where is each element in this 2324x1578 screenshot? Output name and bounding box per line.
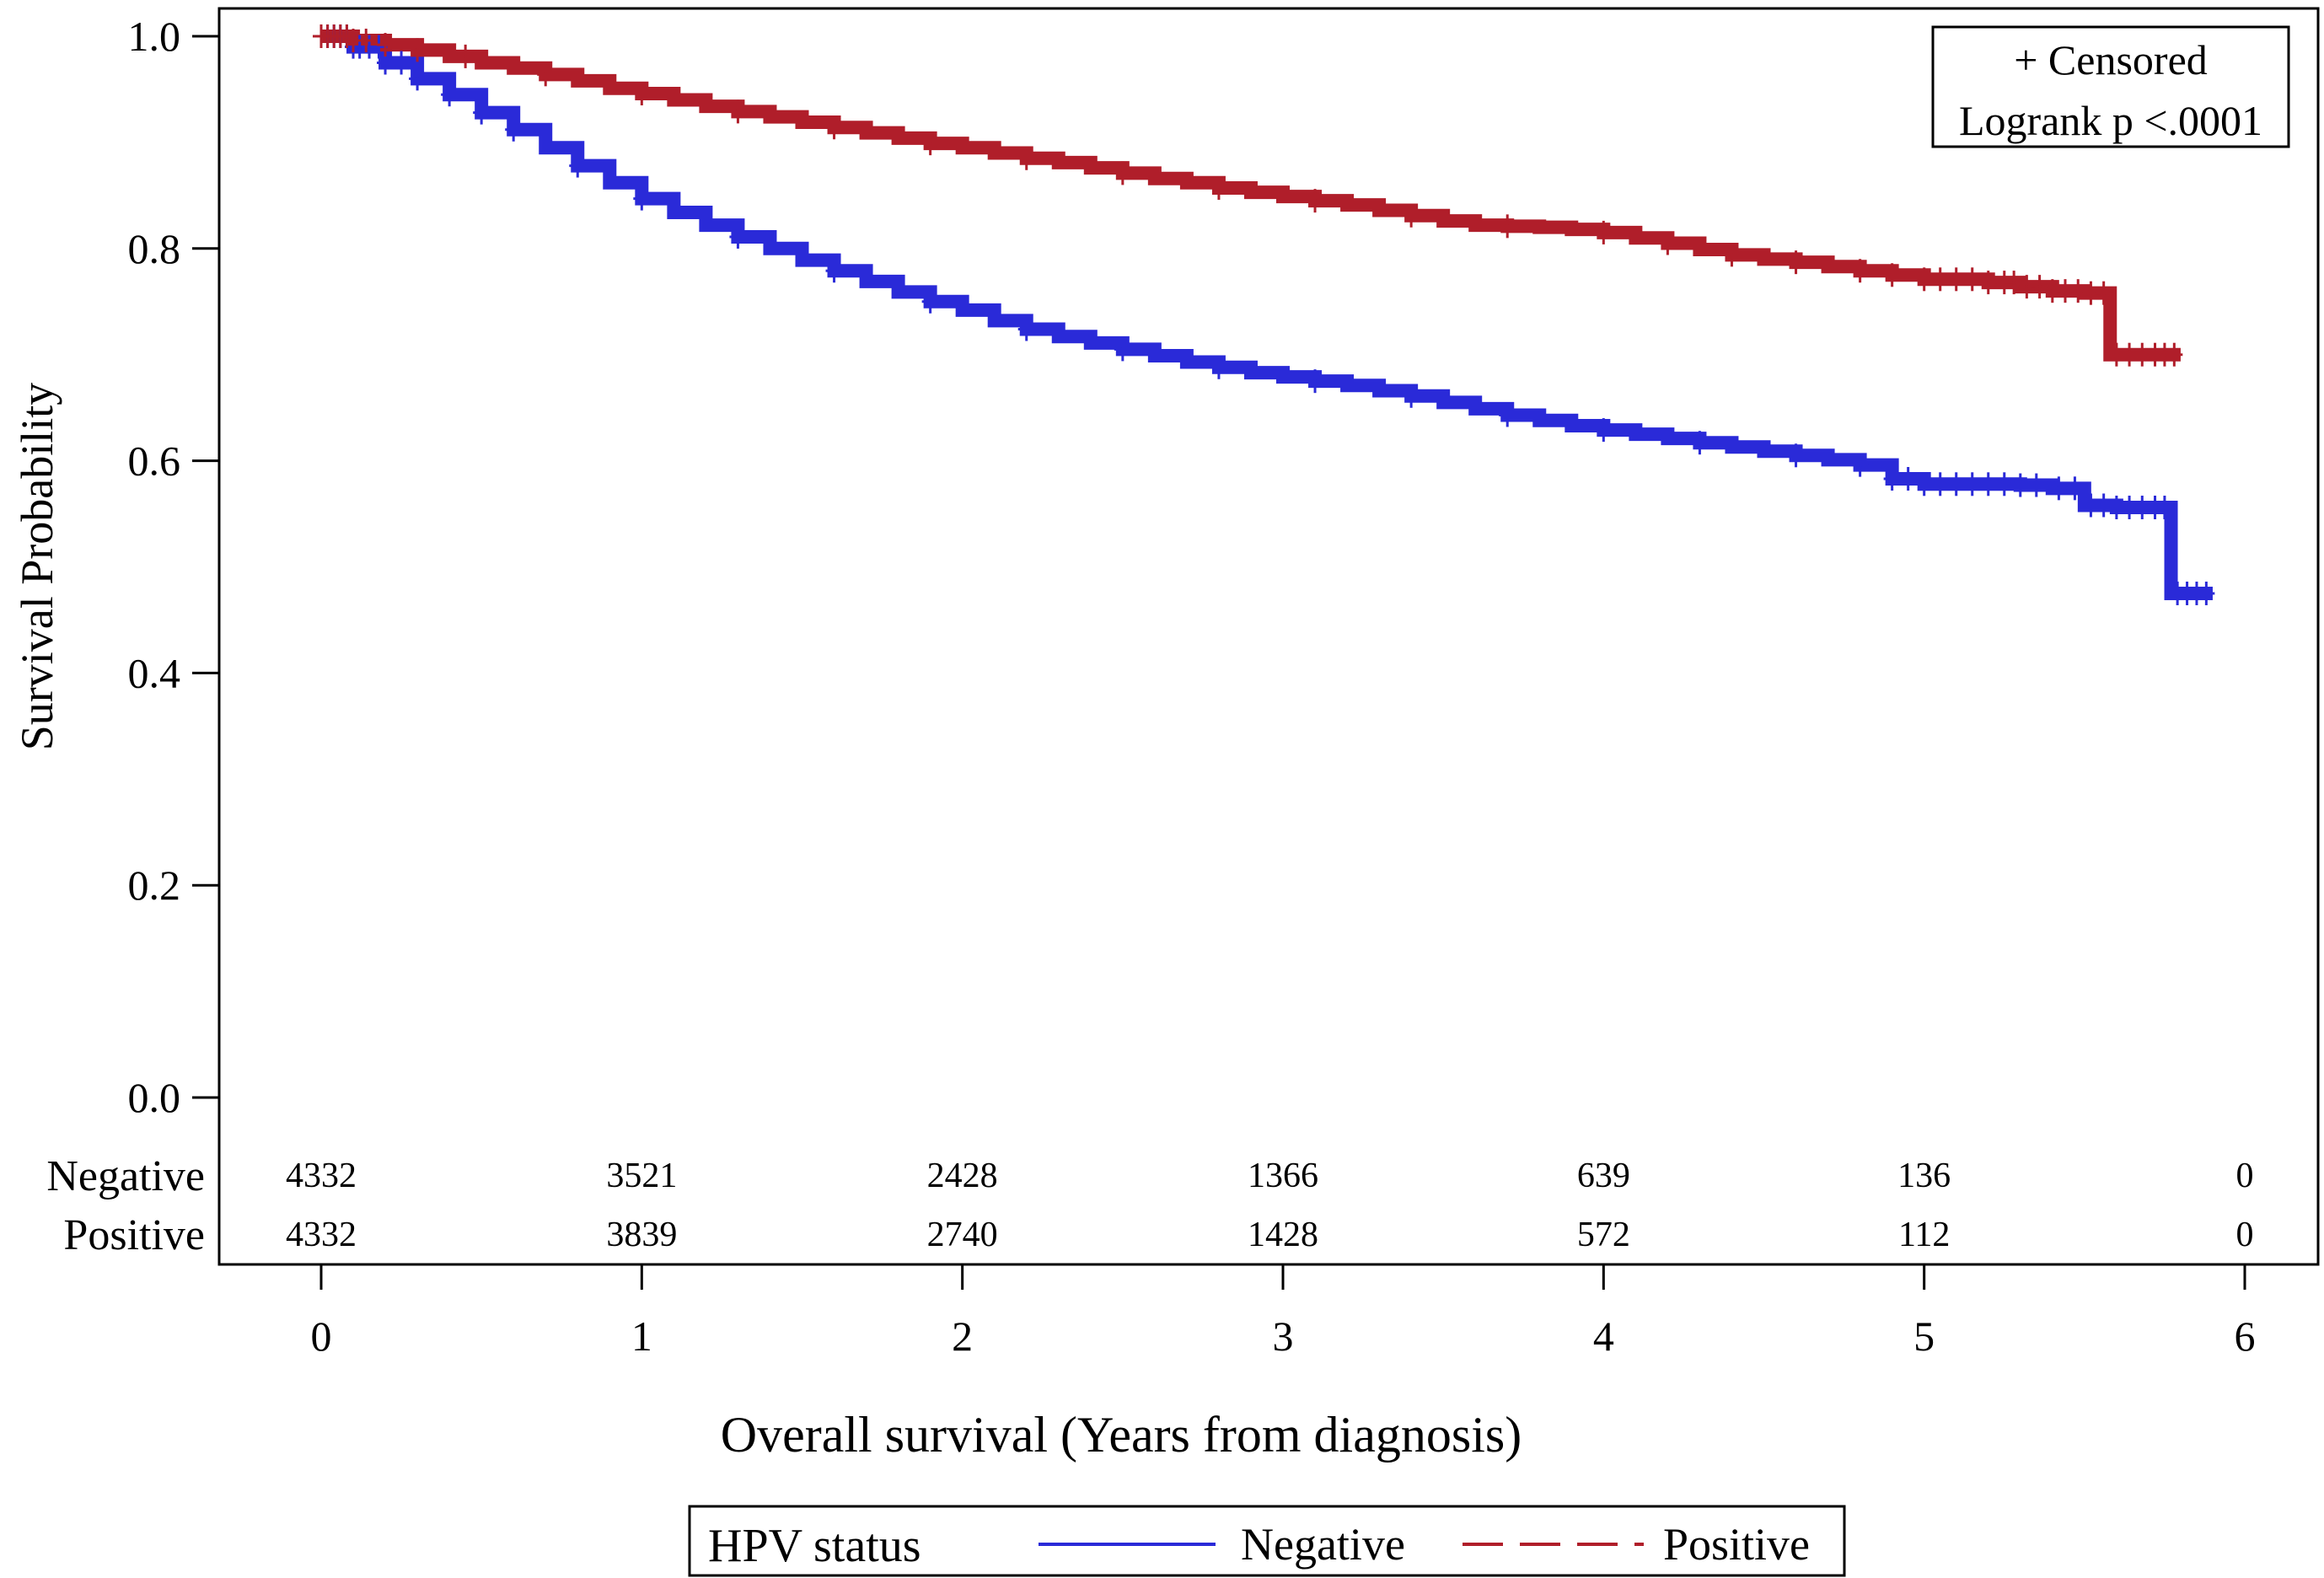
risk-count-positive: 1428 [1248, 1216, 1318, 1254]
legend-title: HPV status [708, 1520, 921, 1572]
risk-count-negative: 639 [1577, 1157, 1630, 1195]
y-tick-label: 0.4 [128, 649, 181, 696]
inset-censored-text: + Censored [2014, 36, 2208, 83]
risk-count-negative: 136 [1897, 1157, 1951, 1195]
y-axis-label: Survival Probability [12, 383, 62, 750]
inset-box [1931, 25, 2290, 148]
risk-count-negative: 0 [2236, 1157, 2254, 1195]
risk-row-label-negative: Negative [46, 1152, 205, 1200]
x-tick-label: 3 [1273, 1312, 1294, 1360]
x-tick-label: 4 [1593, 1312, 1614, 1360]
risk-count-positive: 2740 [927, 1216, 998, 1254]
risk-count-positive: 0 [2236, 1216, 2254, 1254]
x-tick-label: 0 [311, 1312, 332, 1360]
inset-logrank-text: Logrank p <.0001 [1959, 97, 2262, 144]
y-tick-label: 0.0 [128, 1074, 181, 1121]
risk-count-negative: 2428 [927, 1157, 998, 1195]
risk-count-positive: 572 [1577, 1216, 1630, 1254]
x-axis-label: Overall survival (Years from diagnosis) [721, 1407, 1522, 1463]
y-tick-label: 1.0 [128, 13, 181, 60]
y-tick-label: 0.2 [128, 861, 181, 909]
y-tick-label: 0.8 [128, 225, 181, 272]
risk-row-label-positive: Positive [63, 1211, 205, 1259]
x-tick-label: 5 [1913, 1312, 1935, 1360]
risk-count-negative: 1366 [1248, 1157, 1318, 1195]
x-tick-label: 6 [2235, 1312, 2256, 1360]
legend-negative-label: Negative [1241, 1519, 1405, 1570]
x-tick-label: 1 [631, 1312, 652, 1360]
x-tick-label: 2 [952, 1312, 973, 1360]
legend-box [688, 1505, 1846, 1577]
risk-count-negative: 3521 [606, 1157, 677, 1195]
legend-positive-label: Positive [1663, 1519, 1810, 1570]
legend: HPV status Negative Positive [688, 1505, 1846, 1577]
y-tick-label: 0.6 [128, 437, 181, 485]
plot-frame [217, 7, 2320, 1266]
risk-count-positive: 112 [1898, 1216, 1950, 1254]
risk-count-negative: 4332 [286, 1157, 357, 1195]
risk-count-positive: 4332 [286, 1216, 357, 1254]
censor-inset: + Censored Logrank p <.0001 [1931, 25, 2290, 148]
risk-count-positive: 3839 [606, 1216, 677, 1254]
